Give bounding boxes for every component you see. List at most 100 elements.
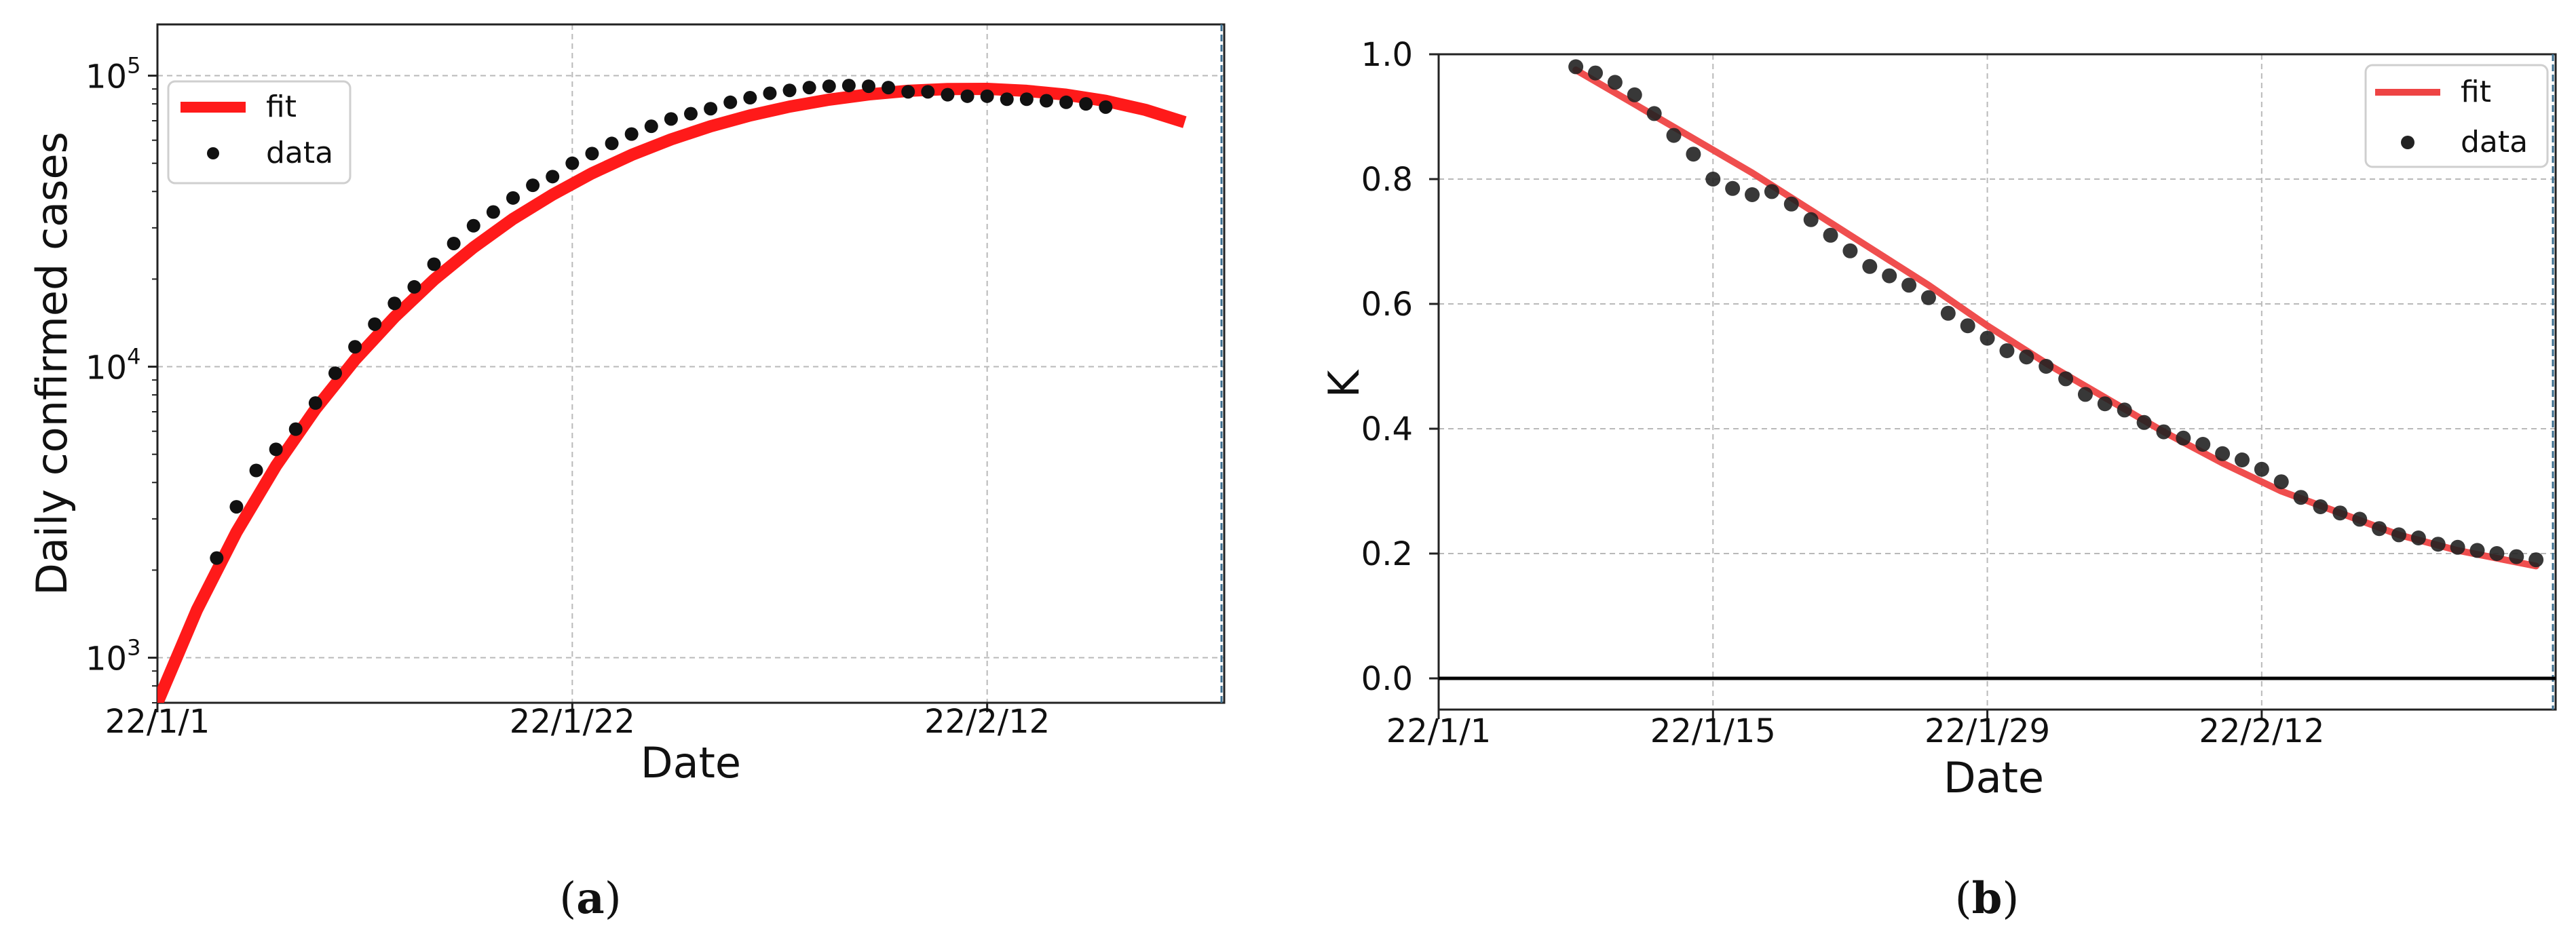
panel-b-data-point bbox=[1725, 180, 1741, 196]
panel-b-legend-data-label: data bbox=[2461, 125, 2528, 159]
panel-b-data-point bbox=[2156, 424, 2172, 440]
panel-a-data-point bbox=[486, 205, 500, 219]
panel-a-caption: (a) bbox=[559, 873, 621, 924]
panel-a: 103 104 105 22/1/1 22/1/22 22/2/12 Date … bbox=[27, 23, 1226, 924]
panel-a-data-point bbox=[782, 83, 797, 98]
panel-b-data-point bbox=[2489, 546, 2505, 561]
panel-a-data-point bbox=[585, 147, 599, 161]
panel-b-data-point bbox=[2058, 371, 2074, 387]
panel-a-data-point bbox=[1000, 92, 1014, 107]
panel-b-data-point bbox=[2352, 511, 2368, 527]
panel-a-data-point bbox=[565, 156, 580, 170]
panel-a-legend: fit data bbox=[167, 80, 352, 185]
panel-a-data-point bbox=[387, 296, 402, 311]
panel-b-data-point bbox=[1842, 243, 1858, 258]
panel-a-data-point bbox=[763, 86, 777, 100]
panel-a-data-point bbox=[348, 340, 362, 354]
panel-a-data-point bbox=[288, 422, 303, 436]
panel-b-data-point bbox=[1783, 196, 1799, 212]
panel-a-data-point bbox=[229, 500, 244, 514]
panel-b-y-tick-label: 0.0 bbox=[1361, 660, 1413, 698]
panel-b-data-point bbox=[1920, 290, 1936, 305]
panel-a-y-tick-label: 104 bbox=[86, 344, 140, 387]
panel-b-grid bbox=[1439, 54, 2556, 710]
panel-b-caption: (b) bbox=[1955, 873, 2020, 924]
panel-a-data-point bbox=[624, 127, 639, 141]
panel-b-y-tick-label: 0.2 bbox=[1361, 535, 1413, 573]
panel-a-data-point bbox=[1019, 92, 1034, 107]
panel-a-x-tick-label: 22/1/1 bbox=[105, 703, 210, 741]
panel-b-legend-data-swatch bbox=[2401, 136, 2414, 149]
panel-a-data-point bbox=[506, 191, 520, 205]
panel-b-y-tick-label: 0.4 bbox=[1361, 410, 1413, 448]
panel-b-data-point bbox=[2117, 402, 2132, 418]
panel-a-data-point bbox=[368, 317, 382, 331]
panel-b-data-point bbox=[2450, 539, 2465, 555]
panel-b-data-point bbox=[2254, 461, 2269, 477]
panel-a-data-point bbox=[249, 463, 263, 478]
panel-b-data-point bbox=[2019, 349, 2034, 365]
panel-b-data-point bbox=[2313, 499, 2328, 514]
panel-b-data-point bbox=[1882, 268, 1897, 284]
panel-b-legend-fit-label: fit bbox=[2461, 75, 2491, 109]
panel-a-plot-frame bbox=[156, 23, 1226, 704]
panel-a-data-point bbox=[269, 442, 283, 457]
panel-a-data-point bbox=[980, 89, 994, 103]
panel-b-data-point bbox=[1862, 258, 1878, 274]
panel-b-data-point bbox=[1960, 318, 1975, 334]
panel-b-data-point bbox=[1823, 227, 1838, 243]
panel-a-data-point bbox=[546, 170, 560, 184]
panel-a-y-axis-title: Daily confirmed cases bbox=[27, 132, 77, 596]
panel-a-data-point bbox=[466, 218, 480, 233]
panel-b-data-point bbox=[2293, 490, 2309, 505]
panel-b-data-point bbox=[1705, 172, 1721, 187]
panel-a-data-point bbox=[941, 88, 955, 102]
panel-b-ticks bbox=[1429, 53, 2263, 719]
panel-a-data-point bbox=[1040, 94, 1053, 108]
panel-b-data-point bbox=[2430, 537, 2446, 552]
panel-b-data-point bbox=[1666, 128, 1682, 143]
panel-b-plot-frame bbox=[1437, 53, 2557, 711]
panel-a-y-tick-label: 105 bbox=[86, 53, 140, 96]
panel-a-data-point bbox=[723, 95, 738, 109]
panel-b-y-tick-label: 0.8 bbox=[1361, 161, 1413, 199]
panel-b-x-axis-title: Date bbox=[1944, 753, 2044, 803]
panel-b-data-point bbox=[2234, 452, 2250, 467]
panel-b-data-point bbox=[1803, 212, 1819, 227]
panel-a-data-point bbox=[308, 396, 322, 410]
panel-b-legend: fit data bbox=[2364, 64, 2549, 168]
panel-b-data-point bbox=[1627, 87, 1642, 102]
panel-a-ticks bbox=[148, 75, 989, 712]
panel-b-data-point bbox=[1646, 106, 1662, 121]
panel-b-data-point bbox=[2039, 359, 2054, 374]
panel-b-y-tick-label: 1.0 bbox=[1361, 36, 1413, 74]
panel-a-data-point bbox=[1079, 97, 1093, 111]
panel-b-data-point bbox=[1940, 305, 1956, 321]
panel-b-data-point bbox=[2077, 387, 2093, 402]
panel-a-legend-fit-label: fit bbox=[266, 90, 297, 124]
panel-a-x-axis-title: Date bbox=[641, 738, 741, 788]
panel-b-data-point bbox=[2136, 414, 2152, 430]
panel-b-data-point bbox=[1980, 330, 1995, 346]
panel-a-data-point bbox=[921, 85, 935, 99]
panel-b-data-point bbox=[2332, 505, 2348, 521]
panel-b-data-point bbox=[2410, 530, 2426, 545]
panel-a-data-point bbox=[407, 279, 421, 294]
panel-a-legend-data-swatch bbox=[207, 147, 219, 159]
panel-a-data-point bbox=[743, 91, 757, 105]
panel-a-data-point bbox=[822, 79, 836, 94]
panel-b-data-point bbox=[2195, 437, 2211, 452]
panel-b-data-point bbox=[1588, 65, 1604, 81]
panel-a-data-point bbox=[1099, 100, 1113, 114]
panel-a-data-point bbox=[447, 236, 461, 250]
panel-a-data-point bbox=[901, 85, 915, 99]
panel-a-data-point bbox=[882, 81, 896, 95]
panel-b-data-point bbox=[2215, 446, 2231, 461]
panel-b-data-point bbox=[2176, 430, 2191, 446]
panel-a-data-point bbox=[328, 366, 342, 381]
panel-a-data-point bbox=[644, 119, 658, 134]
panel-b-marks bbox=[1439, 59, 2556, 680]
panel-a-data-point bbox=[1059, 95, 1074, 109]
panel-b-data-point bbox=[1686, 147, 1701, 162]
panel-b-x-tick-label: 22/1/29 bbox=[1925, 712, 2050, 750]
